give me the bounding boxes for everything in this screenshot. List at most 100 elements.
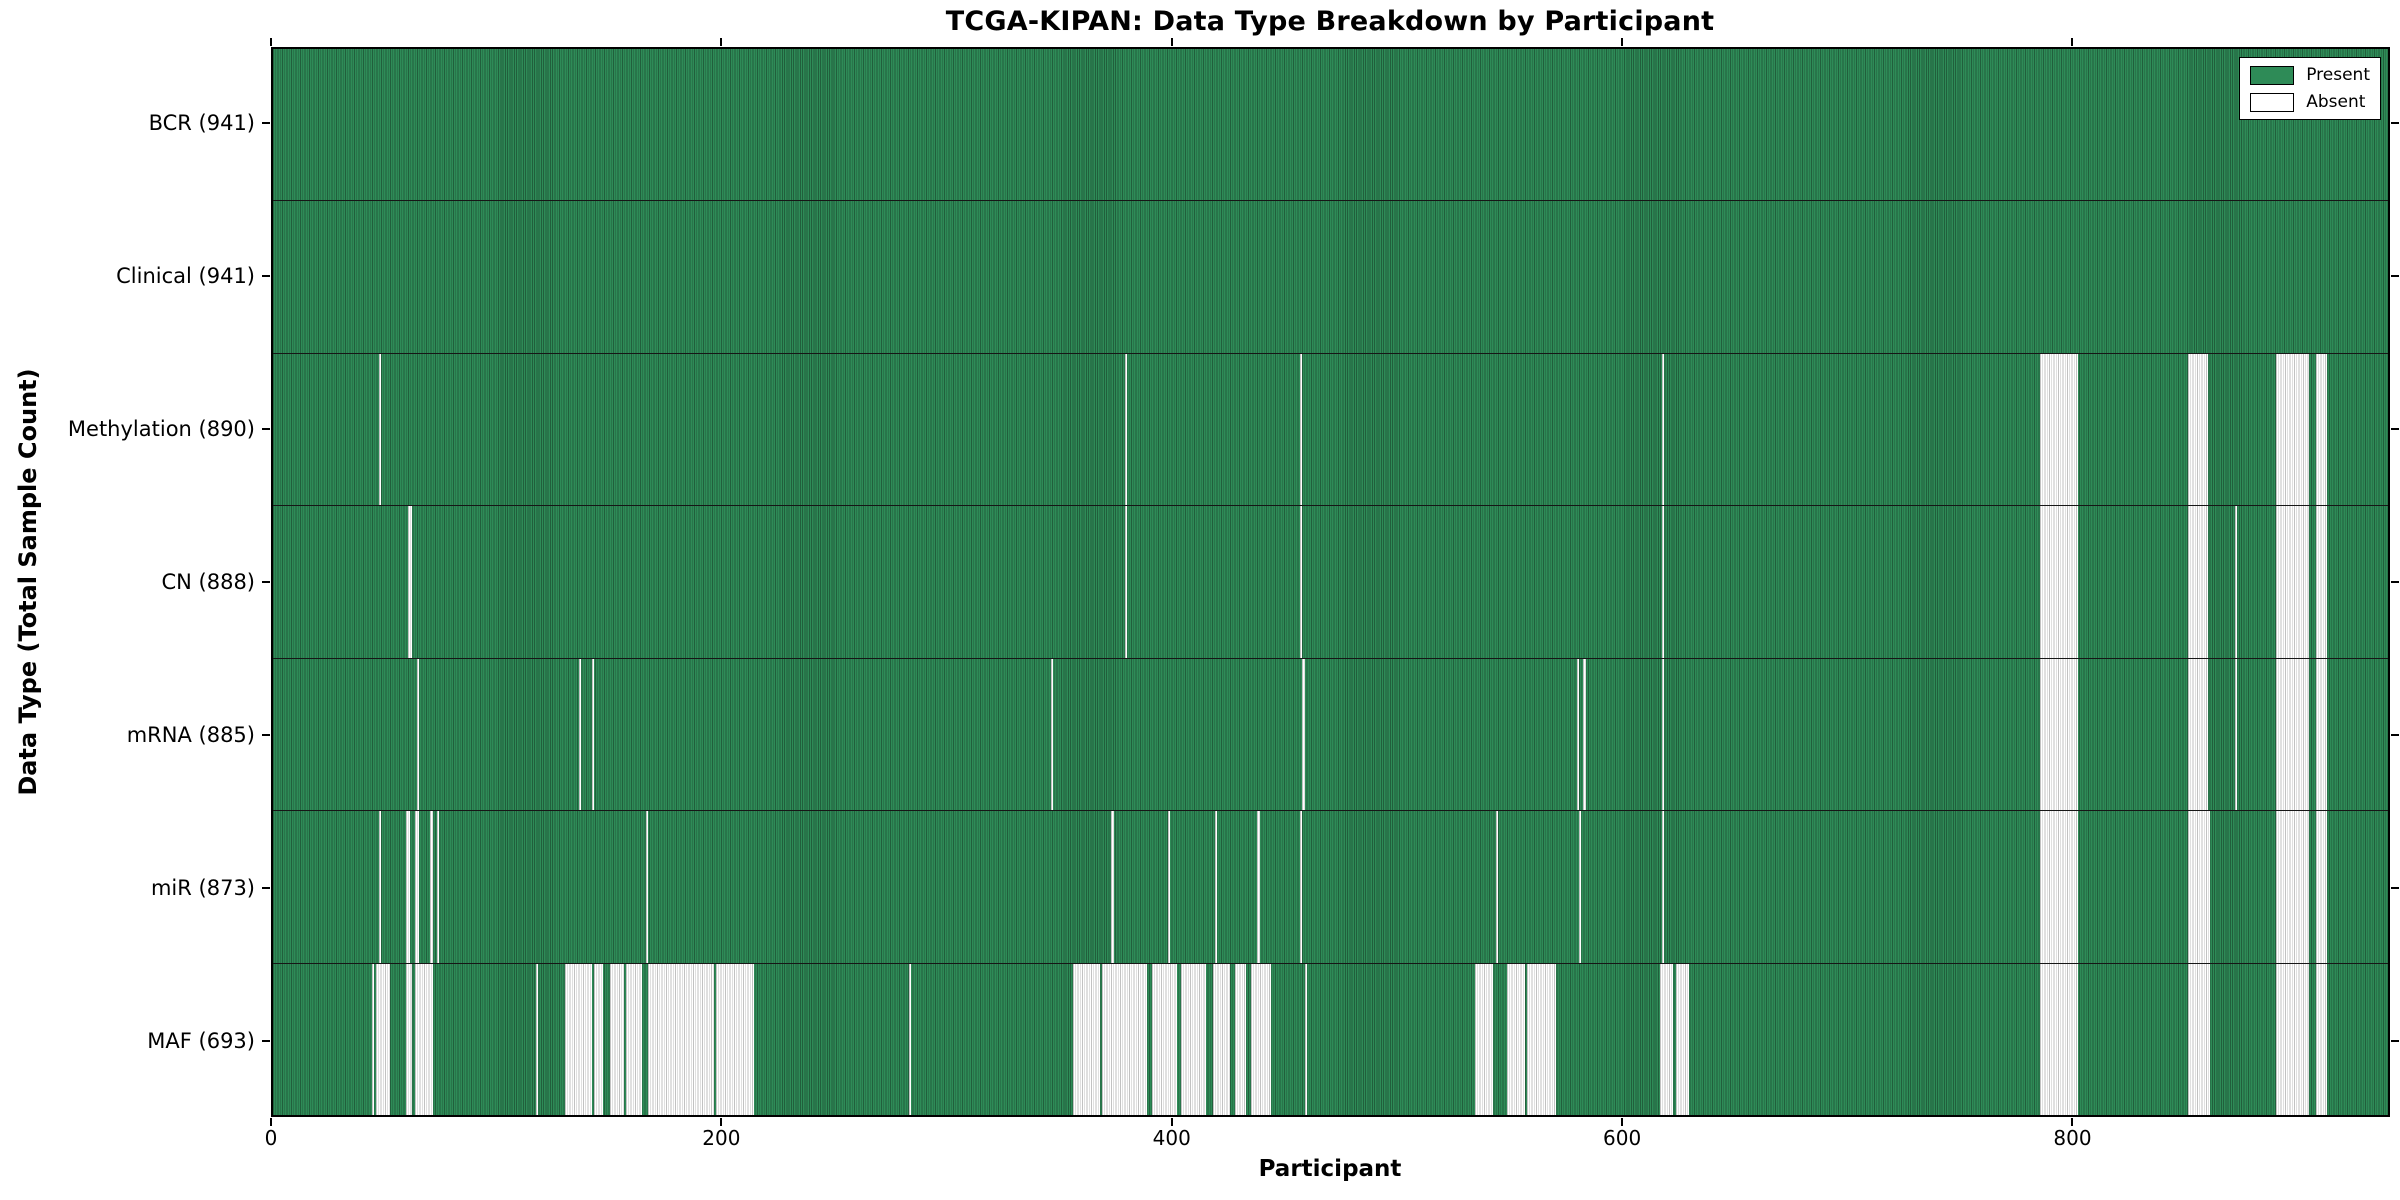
x-tick-mark [270, 38, 272, 46]
y-tick-mark [262, 886, 270, 889]
absent-stripe [1234, 963, 1247, 1115]
absent-stripe [416, 658, 420, 811]
absent-stripe [414, 963, 433, 1115]
x-tick-label-600: 600 [1603, 1126, 1642, 1150]
absent-stripe [535, 963, 539, 1115]
absent-stripe [1662, 658, 1665, 811]
x-tick-mark [1621, 38, 1624, 46]
absent-stripe [1578, 811, 1582, 963]
absent-stripe [1214, 811, 1217, 963]
absent-stripe [2039, 963, 2078, 1115]
row-BCR [273, 49, 2388, 202]
absent-stripe [2275, 353, 2310, 506]
row-Clinical [273, 201, 2388, 354]
legend-present-swatch [2250, 65, 2295, 85]
heatmap-rows [273, 49, 2388, 1115]
row-Methylation [273, 353, 2388, 507]
absent-stripe [1662, 811, 1665, 963]
y-tick-mark [262, 1039, 270, 1042]
absent-stripe [437, 811, 440, 963]
chart-title: TCGA-KIPAN: Data Type Breakdown by Parti… [945, 6, 1715, 37]
absent-stripe [2316, 658, 2328, 811]
x-tick-mark [2071, 1118, 2074, 1126]
absent-stripe [2187, 353, 2209, 506]
absent-stripe [1300, 811, 1303, 963]
x-tick-mark [1170, 1118, 1173, 1126]
absent-stripe [1527, 963, 1557, 1115]
absent-stripe [376, 963, 390, 1115]
y-tick-mark [2391, 428, 2399, 431]
absent-stripe [2316, 963, 2328, 1115]
absent-stripe [2316, 353, 2328, 506]
absent-stripe [1300, 506, 1303, 658]
y-tick-mark [2391, 733, 2399, 736]
y-tick-mark [2391, 1039, 2399, 1042]
absent-stripe [2039, 811, 2078, 963]
y-tick-label-CN: CN (888) [161, 570, 255, 594]
absent-stripe [1583, 658, 1586, 811]
absent-stripe [1124, 353, 1128, 506]
absent-stripe [2275, 811, 2310, 963]
absent-stripe [1304, 963, 1307, 1115]
x-tick-mark [2071, 38, 2074, 46]
y-tick-mark [262, 581, 270, 583]
absent-stripe [405, 811, 411, 963]
absent-stripe [646, 811, 649, 963]
y-tick-mark [262, 275, 270, 278]
y-tick-mark [262, 733, 270, 736]
row-CN [273, 506, 2388, 659]
absent-stripe [1506, 963, 1525, 1115]
plot-area: Present Absent [271, 47, 2390, 1117]
absent-stripe [1167, 811, 1170, 963]
absent-stripe [565, 963, 593, 1115]
absent-stripe [2235, 658, 2238, 811]
row-miR [273, 811, 2388, 964]
absent-stripe [610, 963, 624, 1115]
legend-entry-present: Present [2250, 65, 2370, 85]
y-tick-label-BCR: BCR (941) [148, 111, 255, 136]
absent-stripe [2039, 658, 2078, 811]
y-tick-label-mRNA: mRNA (885) [126, 722, 255, 747]
absent-stripe [1302, 658, 1305, 811]
absent-stripe [2039, 506, 2078, 658]
absent-stripe [2316, 506, 2328, 658]
legend: Present Absent [2239, 57, 2381, 120]
y-tick-mark [262, 428, 270, 431]
absent-stripe [1257, 811, 1260, 963]
absent-stripe [1181, 963, 1206, 1115]
absent-stripe [2275, 506, 2310, 658]
legend-present-label: Present [2306, 65, 2370, 85]
x-tick-mark [270, 1118, 272, 1126]
x-tick-mark [720, 38, 723, 46]
absent-stripe [1300, 353, 1303, 506]
absent-stripe [414, 811, 420, 963]
absent-stripe [2275, 658, 2310, 811]
absent-stripe [1576, 658, 1579, 811]
absent-stripe [2187, 658, 2209, 811]
absent-stripe [2235, 506, 2238, 658]
row-MAF [273, 963, 2388, 1115]
absent-stripe [405, 963, 413, 1115]
y-tick-label-MAF: MAF (693) [147, 1028, 255, 1053]
x-axis-title: Participant [1258, 1156, 1402, 1182]
absent-stripe [1212, 963, 1231, 1115]
absent-stripe [371, 963, 375, 1115]
y-tick-label-miR: miR (873) [150, 875, 255, 900]
y-tick-mark [2391, 275, 2399, 278]
x-tick-label-200: 200 [702, 1126, 741, 1150]
absent-stripe [715, 963, 754, 1115]
y-tick-mark [2391, 581, 2399, 583]
x-tick-label-800: 800 [2053, 1126, 2092, 1150]
absent-stripe [1662, 506, 1665, 658]
x-tick-mark [720, 1118, 723, 1126]
absent-stripe [592, 658, 595, 811]
absent-stripe [2187, 811, 2211, 963]
absent-stripe [625, 963, 642, 1115]
x-tick-label-0: 0 [264, 1126, 278, 1150]
absent-stripe [378, 353, 381, 506]
absent-stripe [407, 506, 413, 658]
absent-stripe [1250, 963, 1271, 1115]
y-tick-mark [262, 122, 270, 125]
x-tick-mark [1170, 38, 1173, 46]
